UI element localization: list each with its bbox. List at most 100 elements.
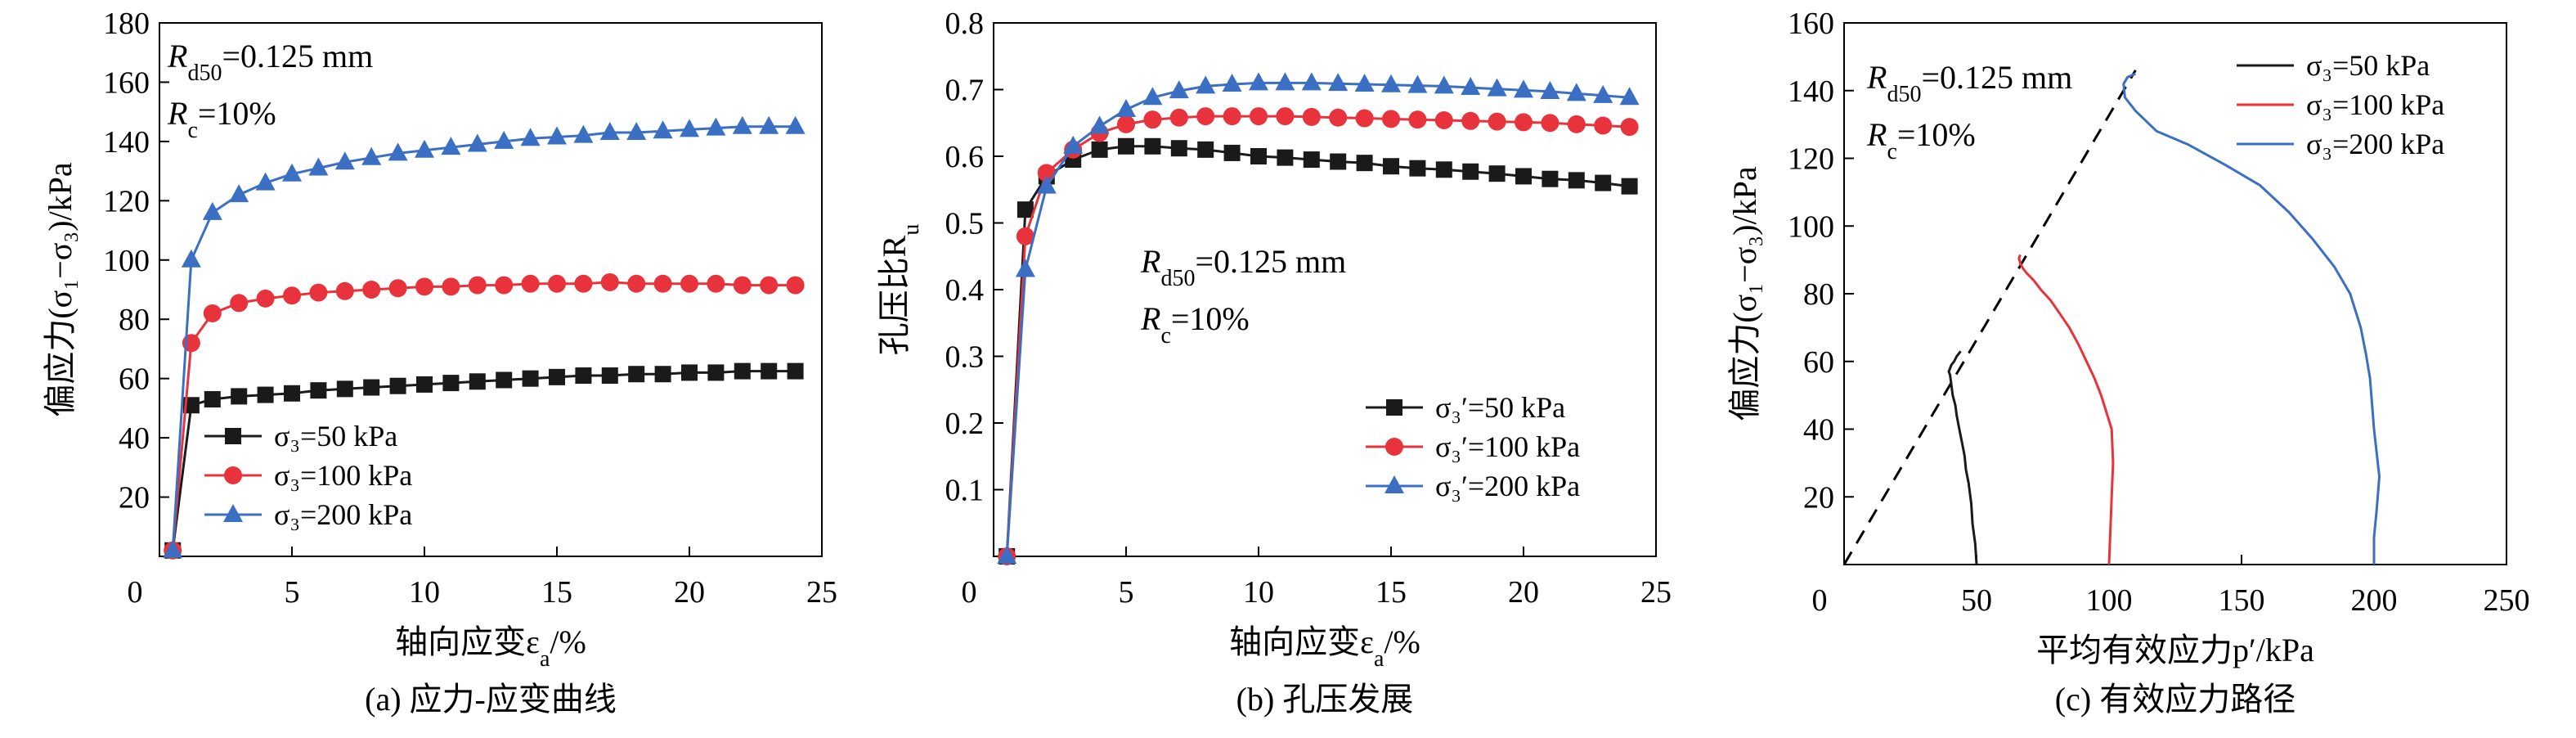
panel-caption: (a) 应力-应变曲线 <box>365 681 617 718</box>
y-tick-label: 100 <box>1788 209 1834 244</box>
annotation-rc: Rc=10% <box>1140 300 1250 349</box>
data-point <box>441 137 461 155</box>
data-point <box>547 126 567 145</box>
annotation-rc: Rc=10% <box>167 95 276 143</box>
data-point <box>283 286 301 305</box>
data-point <box>1515 168 1532 185</box>
data-point <box>1488 112 1506 131</box>
data-point <box>1382 110 1400 128</box>
x-tick-label: 0 <box>962 575 977 610</box>
legend-label: σ₃′=100 kPa <box>1435 430 1580 463</box>
data-point <box>1329 108 1348 127</box>
legend-swatch-marker <box>225 428 241 444</box>
data-point <box>1407 74 1428 93</box>
data-point <box>760 276 779 295</box>
data-point <box>654 366 671 383</box>
legend-swatch-marker <box>1384 475 1404 493</box>
series-line <box>171 281 796 551</box>
data-point <box>416 376 433 393</box>
data-point <box>1619 87 1640 106</box>
data-point <box>181 249 201 268</box>
data-point <box>573 124 594 143</box>
data-point <box>599 122 620 141</box>
data-point <box>1409 160 1426 177</box>
data-point <box>334 151 355 170</box>
data-point <box>680 119 699 137</box>
data-point <box>520 128 541 146</box>
x-tick-label: 15 <box>1376 575 1407 610</box>
data-point <box>1568 172 1585 189</box>
y-tick-label: 40 <box>1803 413 1834 448</box>
data-point <box>680 274 698 293</box>
data-point <box>361 146 382 165</box>
data-point <box>1383 158 1399 175</box>
legend-label: σ₃′=200 kPa <box>1435 470 1580 502</box>
data-point <box>1328 73 1349 92</box>
data-point <box>388 279 407 298</box>
series-line <box>1947 350 1978 565</box>
data-point <box>785 115 806 134</box>
data-point <box>1356 155 1373 172</box>
y-tick-label: 160 <box>103 65 150 100</box>
data-point <box>1461 111 1480 130</box>
data-point <box>707 274 725 293</box>
legend-swatch-marker <box>224 466 242 484</box>
data-point <box>284 385 300 402</box>
data-point <box>521 274 540 293</box>
data-point <box>1461 77 1481 96</box>
plot-frame <box>159 22 823 557</box>
y-tick-label: 140 <box>103 125 150 160</box>
data-point <box>496 371 513 389</box>
data-point <box>495 276 514 295</box>
data-point <box>204 391 221 408</box>
data-point <box>1487 78 1507 97</box>
data-point <box>653 120 673 139</box>
data-point <box>1330 153 1347 170</box>
data-point <box>1250 148 1267 164</box>
data-point <box>1381 74 1401 92</box>
data-point <box>309 283 328 302</box>
data-point <box>1540 80 1560 99</box>
legend-label: σ₃=50 kPa <box>2306 49 2430 82</box>
data-point <box>442 375 460 392</box>
y-tick-label: 0.3 <box>945 340 985 375</box>
legend-swatch-marker <box>223 504 243 522</box>
y-tick-label: 60 <box>1803 345 1834 380</box>
data-point <box>1016 201 1034 218</box>
data-point <box>335 281 354 300</box>
legend-swatch-marker <box>1386 399 1402 416</box>
legend: σ₃=50 kPa σ₃=100 kPa σ₃=200 kPa <box>204 420 412 531</box>
panel-caption: (c) 有效应力路径 <box>2055 681 2296 718</box>
data-point <box>787 362 804 380</box>
data-point <box>1169 80 1189 99</box>
x-tick-label: 0 <box>128 575 143 610</box>
data-point <box>1435 161 1452 178</box>
x-tick-label: 200 <box>2351 583 2398 618</box>
data-point <box>706 117 726 136</box>
data-point <box>255 172 276 191</box>
data-point <box>1301 72 1322 91</box>
data-point <box>548 274 566 293</box>
data-point <box>1063 135 1084 154</box>
data-point <box>1303 151 1320 169</box>
data-point <box>1015 259 1035 277</box>
data-point <box>628 366 645 383</box>
x-tick-label: 20 <box>1508 575 1539 610</box>
series-line <box>2122 72 2381 565</box>
legend-label: σ₃=200 kPa <box>274 498 412 531</box>
data-point <box>786 276 805 295</box>
data-point <box>202 201 222 220</box>
x-tick-label: 10 <box>1243 575 1274 610</box>
data-point <box>1144 137 1161 155</box>
data-point <box>1275 72 1295 91</box>
series-0 <box>164 362 804 559</box>
data-point <box>282 163 302 182</box>
data-point <box>1542 170 1559 187</box>
data-point <box>1222 73 1242 92</box>
data-point <box>1408 110 1427 129</box>
data-point <box>467 133 487 152</box>
data-point <box>1462 163 1479 180</box>
data-point <box>653 274 672 293</box>
data-point <box>600 272 619 291</box>
data-point <box>575 367 592 385</box>
